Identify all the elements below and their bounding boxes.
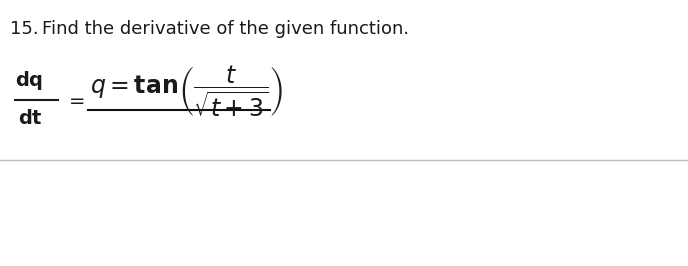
Text: $q = \mathbf{tan}\left(\dfrac{t}{\sqrt{t+3}}\right)$: $q = \mathbf{tan}\left(\dfrac{t}{\sqrt{t…: [90, 63, 283, 119]
Text: $\mathbf{dq}$: $\mathbf{dq}$: [15, 69, 43, 92]
Text: 15.: 15.: [10, 20, 39, 38]
Text: Find the derivative of the given function.: Find the derivative of the given functio…: [42, 20, 409, 38]
Text: $=$: $=$: [65, 90, 85, 110]
Text: $\mathbf{dt}$: $\mathbf{dt}$: [18, 109, 43, 127]
